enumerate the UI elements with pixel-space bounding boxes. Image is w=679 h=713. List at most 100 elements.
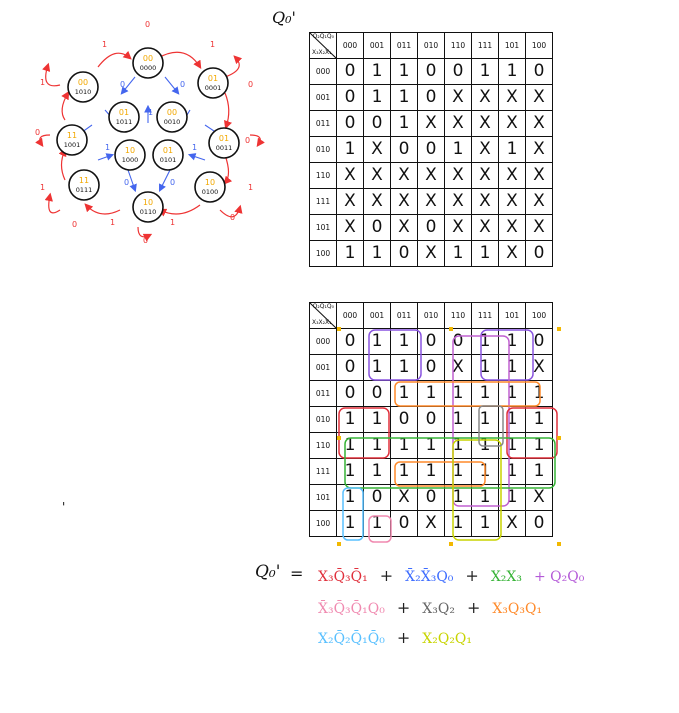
map-cell: 0 (417, 214, 445, 241)
equation-term: X₃Q̄₃Q̄₁ (318, 569, 368, 585)
map-cell: X (444, 84, 472, 111)
column-header: 101 (498, 302, 526, 329)
map-cell: 1 (525, 432, 553, 459)
map-row: 111 1 1 1 1 1 1 1 1 (309, 458, 553, 485)
map-cell: 0 (363, 380, 391, 407)
svg-text:1: 1 (148, 108, 153, 117)
map-cell: 0 (336, 328, 364, 355)
map-cell: 0 (417, 136, 445, 163)
svg-text:0: 0 (170, 178, 175, 187)
map-row: 011 0 0 1 X X X X X (309, 110, 553, 137)
column-header: 011 (390, 302, 418, 329)
column-header: 101 (498, 32, 526, 59)
svg-text:1: 1 (210, 40, 215, 49)
equation-line-1: X₃Q̄₃Q̄₁ + X̄₂X̄₃Q₀ + X₂X₃ + Q₂Q₀ (318, 566, 596, 585)
map-row: 010 1 1 0 0 1 1 1 1 (309, 406, 553, 433)
map-cell: 1 (390, 84, 418, 111)
map-cell: X (336, 214, 364, 241)
map-cell: 1 (363, 328, 391, 355)
map-cell: 1 (498, 432, 526, 459)
map-cell: X (444, 188, 472, 215)
equation-term: X₃Q₃Q₁ (492, 601, 543, 617)
map-cell: 0 (336, 110, 364, 137)
map-row: 100 1 1 0 X 1 1 X 0 (309, 510, 553, 537)
map-row: 110 1 1 1 1 1 1 1 1 (309, 432, 553, 459)
map-cell: 0 (336, 354, 364, 381)
svg-text:0: 0 (245, 136, 250, 145)
map-cell: 0 (417, 58, 445, 85)
svg-text:0: 0 (248, 80, 253, 89)
map-row: 010 1 X 0 0 1 X 1 X (309, 136, 553, 163)
map-cell: 1 (498, 58, 526, 85)
row-header: 100 (309, 510, 337, 537)
map-cell: X (390, 188, 418, 215)
map-cell: 1 (390, 354, 418, 381)
equation-term: X₃Q₂ (422, 601, 455, 617)
map-cell: X (444, 214, 472, 241)
map-cell: X (363, 188, 391, 215)
state-code: 1010 (75, 88, 92, 96)
map-cell: 1 (444, 484, 472, 511)
map-cell: X (498, 110, 526, 137)
row-header: 110 (309, 432, 337, 459)
map-cell: X (525, 214, 553, 241)
equation-term: X₂Q₂Q₁ (422, 631, 473, 647)
map-cell: 0 (390, 240, 418, 267)
map-cell: 1 (363, 240, 391, 267)
map-cell: 1 (363, 84, 391, 111)
map-cell: 1 (336, 510, 364, 537)
map-cell: 1 (498, 484, 526, 511)
row-header: 111 (309, 188, 337, 215)
map-cell: 1 (471, 432, 499, 459)
state-code: 1000 (122, 156, 139, 164)
map-row: 001 0 1 1 0 X X X X (309, 84, 553, 111)
stray-mark: ' (62, 500, 66, 514)
row-header: 111 (309, 458, 337, 485)
column-header: 100 (525, 32, 553, 59)
map-row: 001 0 1 1 0 X 1 1 X (309, 354, 553, 381)
svg-text:0: 0 (120, 80, 125, 89)
state-output: 10 (205, 178, 215, 187)
state-output: 01 (119, 108, 129, 117)
state-code: 0011 (216, 144, 233, 152)
map-cell: 0 (417, 328, 445, 355)
svg-text:0: 0 (145, 20, 150, 29)
map-cell: 1 (498, 380, 526, 407)
map-cell: 1 (498, 354, 526, 381)
state-code: 0001 (205, 84, 222, 92)
svg-text:0: 0 (180, 80, 185, 89)
map-cell: 1 (498, 328, 526, 355)
equation-term: + (465, 566, 479, 585)
map-cell: 1 (390, 380, 418, 407)
svg-text:1: 1 (170, 218, 175, 227)
map-cell: 1 (417, 458, 445, 485)
state-code: 0010 (164, 118, 181, 126)
map-cell: X (417, 240, 445, 267)
map-row: 011 0 0 1 1 1 1 1 1 (309, 380, 553, 407)
map-cell: 1 (336, 240, 364, 267)
map-row: 000 0 1 1 0 0 1 1 0 (309, 58, 553, 85)
column-header: 000 (336, 32, 364, 59)
svg-text:1: 1 (40, 78, 45, 87)
map-cell: 1 (525, 406, 553, 433)
map-row: 000 0 1 1 0 0 1 1 0 (309, 328, 553, 355)
column-header: 100 (525, 302, 553, 329)
map-row: 100 1 1 0 X 1 1 X 0 (309, 240, 553, 267)
map-cell: X (525, 136, 553, 163)
map-cell: X (444, 162, 472, 189)
map-cell: X (498, 188, 526, 215)
equation-term: + (396, 598, 411, 617)
equation-line-3: X₂Q̄₂Q̄₁Q̄₀ + X₂Q₂Q₁ (318, 628, 484, 647)
map-cell: 1 (390, 328, 418, 355)
state-code: 1001 (64, 141, 81, 149)
map-cell: 1 (336, 484, 364, 511)
map-cell: 0 (363, 214, 391, 241)
map-cell: 1 (471, 406, 499, 433)
svg-text:1: 1 (40, 183, 45, 192)
map-cell: X (417, 188, 445, 215)
